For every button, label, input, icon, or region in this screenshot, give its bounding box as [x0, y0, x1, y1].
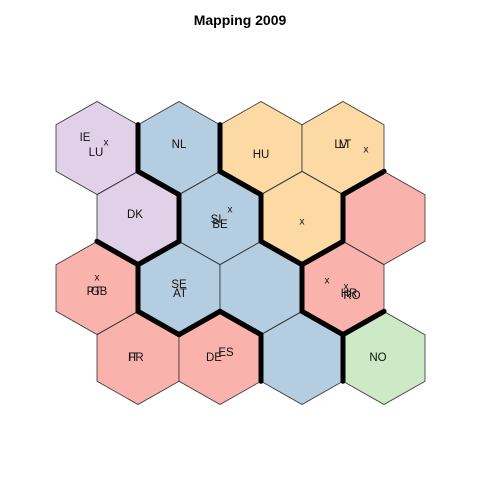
cluster-border: [94, 239, 141, 268]
country-label-lu: LU: [89, 147, 104, 159]
country-label-fr: FR: [128, 352, 143, 364]
cluster-border: [299, 309, 346, 338]
country-label-de: DE: [206, 352, 222, 364]
cluster-border: [217, 309, 264, 338]
cell-marker: x: [104, 138, 109, 149]
cell-marker: x: [228, 205, 233, 216]
cluster-border: [176, 309, 223, 338]
country-label-lv: LV: [334, 139, 348, 151]
country-label-se: SE: [171, 279, 187, 291]
country-label-nl: NL: [172, 139, 187, 151]
country-label-dk: DK: [127, 209, 143, 221]
chart-title: Mapping 2009: [194, 12, 287, 28]
cell-marker: x: [364, 145, 369, 156]
cluster-border: [258, 239, 305, 268]
country-label-gb: GB: [91, 286, 108, 298]
country-label-it: IT: [128, 352, 138, 364]
country-label-ie: IE: [80, 132, 91, 144]
cluster-border: [299, 239, 346, 268]
country-label-si: SI: [211, 214, 222, 226]
country-label-ro: RO: [343, 290, 360, 302]
country-label-pt: PT: [87, 286, 102, 298]
cluster-border: [340, 169, 387, 198]
cluster-borders: [94, 122, 387, 384]
country-label-no: NO: [369, 352, 386, 364]
cluster-border: [135, 169, 182, 198]
country-label-hu: HU: [253, 149, 270, 161]
cell-marker: x: [300, 217, 305, 228]
country-label-hr: HR: [341, 288, 358, 300]
country-label-lt: LT: [339, 139, 352, 151]
cluster-border: [135, 309, 182, 338]
country-label-es: ES: [218, 347, 234, 359]
country-label-at: AT: [173, 288, 187, 300]
country-label-be: BE: [212, 219, 228, 231]
cell-marker: x: [95, 273, 100, 284]
hex-cells: [55, 101, 426, 405]
cell-marker: x: [325, 276, 330, 287]
cell-marker: x: [344, 282, 349, 293]
cluster-border: [340, 309, 387, 338]
cluster-border: [217, 169, 264, 198]
cluster-border: [135, 239, 182, 268]
